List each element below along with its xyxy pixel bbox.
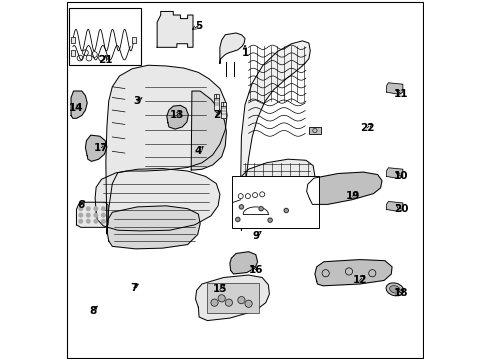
Circle shape [239,205,244,209]
Text: 2: 2 [213,111,220,121]
Text: 18: 18 [394,288,408,298]
Text: 8: 8 [89,306,96,316]
Bar [214,94,219,110]
Circle shape [225,299,232,306]
Polygon shape [106,65,227,234]
Text: 3: 3 [134,96,141,106]
Bar [207,283,259,313]
Text: 13: 13 [170,111,184,121]
Circle shape [259,207,263,211]
Text: 12: 12 [352,275,367,285]
Text: 20: 20 [394,204,408,214]
Text: 19: 19 [345,191,360,201]
Bar [221,102,226,118]
Polygon shape [167,105,188,129]
Polygon shape [387,202,403,212]
Circle shape [94,220,98,223]
Circle shape [101,213,105,217]
Text: 4: 4 [195,146,202,156]
Circle shape [87,213,90,217]
Text: 17: 17 [94,143,109,153]
Polygon shape [85,135,107,161]
Circle shape [79,207,82,211]
Polygon shape [157,12,193,47]
Ellipse shape [386,283,404,296]
Text: 15: 15 [213,284,227,294]
Bar [69,8,141,65]
Ellipse shape [390,285,400,293]
Polygon shape [241,41,310,230]
Polygon shape [76,202,108,227]
Polygon shape [387,83,403,94]
Polygon shape [196,275,270,320]
Text: 1: 1 [242,48,248,58]
Polygon shape [95,168,220,231]
Polygon shape [387,168,403,179]
Circle shape [87,207,90,211]
Text: 5: 5 [195,21,202,31]
Circle shape [87,220,90,223]
Text: 6: 6 [77,200,84,210]
Polygon shape [107,206,200,249]
Polygon shape [307,172,382,204]
Polygon shape [71,91,87,118]
Circle shape [245,300,252,307]
Polygon shape [191,91,226,170]
Circle shape [211,299,218,306]
Bar [309,127,321,134]
Bar [132,37,136,43]
Circle shape [268,218,272,222]
Text: 11: 11 [394,89,408,99]
Circle shape [236,217,240,222]
Text: 10: 10 [394,171,408,181]
Circle shape [79,220,82,223]
Circle shape [218,295,225,302]
Polygon shape [230,252,258,274]
Bar [71,37,75,43]
Bar [71,50,75,55]
Text: 14: 14 [69,103,83,113]
Circle shape [238,297,245,304]
Text: 21: 21 [98,55,113,65]
Circle shape [284,208,289,213]
Polygon shape [220,33,245,63]
Bar [232,176,318,228]
Text: 22: 22 [360,123,374,133]
Circle shape [94,213,98,217]
Circle shape [101,207,105,211]
Text: 7: 7 [130,283,138,293]
Circle shape [94,207,98,211]
Text: 16: 16 [248,265,263,275]
Circle shape [101,220,105,223]
Text: 9: 9 [252,231,259,240]
Polygon shape [240,159,315,212]
Polygon shape [315,260,392,286]
Circle shape [79,213,82,217]
